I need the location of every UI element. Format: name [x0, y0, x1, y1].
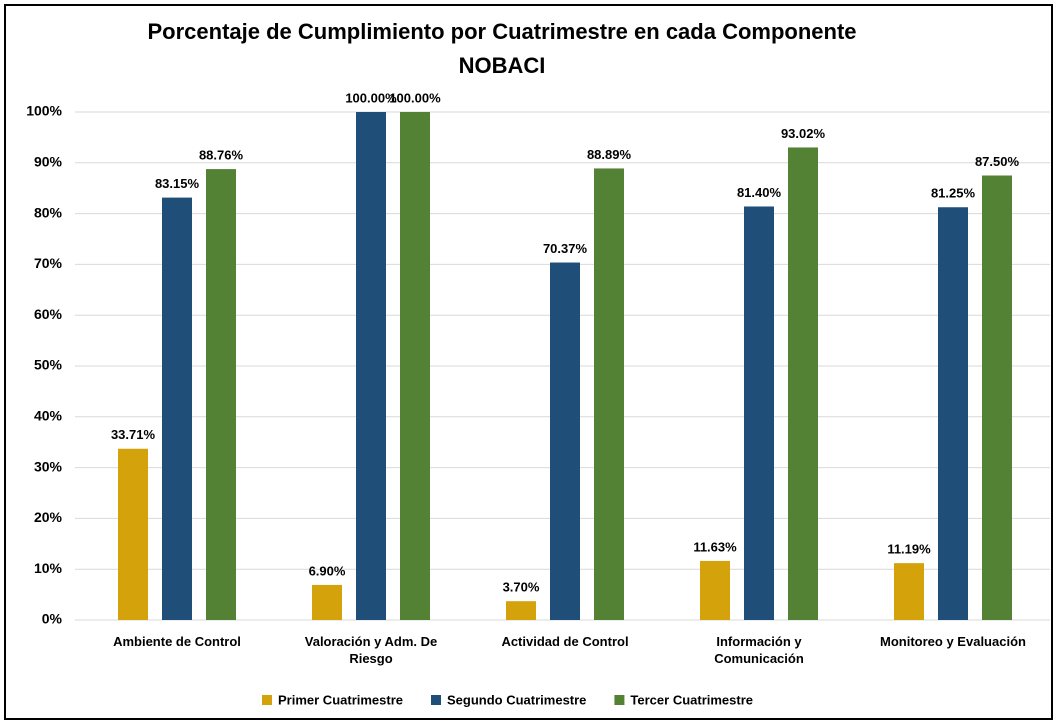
data-label: 88.76%: [199, 148, 244, 163]
bar: [118, 448, 148, 620]
x-tick-label: Información y Comunicación: [714, 634, 804, 666]
y-tick-label: 10%: [34, 560, 63, 576]
data-label: 100.00%: [389, 90, 441, 105]
bar: [550, 262, 580, 620]
bar: [506, 601, 536, 620]
legend-label: Segundo Cuatrimestre: [447, 692, 586, 707]
bar: [788, 147, 818, 620]
bar: [312, 584, 342, 620]
y-tick-label: 60%: [34, 306, 63, 322]
bar: [894, 563, 924, 620]
data-label: 70.37%: [543, 241, 588, 256]
data-label: 100.00%: [345, 90, 397, 105]
data-label: 33.71%: [111, 427, 156, 442]
y-tick-label: 30%: [34, 458, 63, 474]
y-tick-label: 80%: [34, 204, 63, 220]
bar: [594, 168, 624, 621]
bar: [206, 169, 236, 621]
y-tick-label: 0%: [42, 611, 63, 627]
data-label: 93.02%: [781, 126, 826, 141]
bar: [162, 197, 192, 620]
x-tick-label: Monitoreo y Evaluación: [880, 634, 1026, 649]
bar: [938, 207, 968, 620]
legend-swatch: [262, 695, 272, 705]
legend-label: Tercer Cuatrimestre: [630, 692, 753, 707]
data-label: 87.50%: [975, 154, 1020, 169]
y-tick-label: 20%: [34, 509, 63, 525]
data-label: 81.40%: [737, 185, 782, 200]
y-tick-label: 70%: [34, 255, 63, 271]
bar: [982, 175, 1012, 620]
x-tick-label: Actividad de Control: [501, 634, 629, 649]
x-tick-label: Ambiente de Control: [113, 634, 241, 649]
y-tick-label: 100%: [26, 103, 62, 119]
bar: [744, 206, 774, 620]
data-label: 11.63%: [693, 539, 737, 554]
data-label: 81.25%: [931, 186, 976, 201]
data-label: 3.70%: [503, 580, 540, 595]
y-tick-label: 50%: [34, 357, 63, 373]
y-tick-label: 40%: [34, 408, 63, 424]
y-tick-label: 90%: [34, 154, 63, 170]
x-tick-label: Valoración y Adm. De Riesgo: [304, 634, 438, 666]
chart-subtitle: NOBACI: [459, 53, 546, 78]
bar: [700, 560, 730, 620]
bar: [356, 112, 386, 620]
data-label: 83.15%: [155, 176, 200, 191]
legend-swatch: [431, 695, 441, 705]
data-label: 11.19%: [887, 542, 931, 557]
legend-swatch: [614, 695, 625, 705]
data-label: 6.90%: [309, 563, 346, 578]
data-label: 88.89%: [587, 147, 632, 162]
legend-label: Primer Cuatrimestre: [278, 692, 403, 707]
chart-title: Porcentaje de Cumplimiento por Cuatrimes…: [147, 19, 856, 44]
bar: [400, 112, 430, 620]
